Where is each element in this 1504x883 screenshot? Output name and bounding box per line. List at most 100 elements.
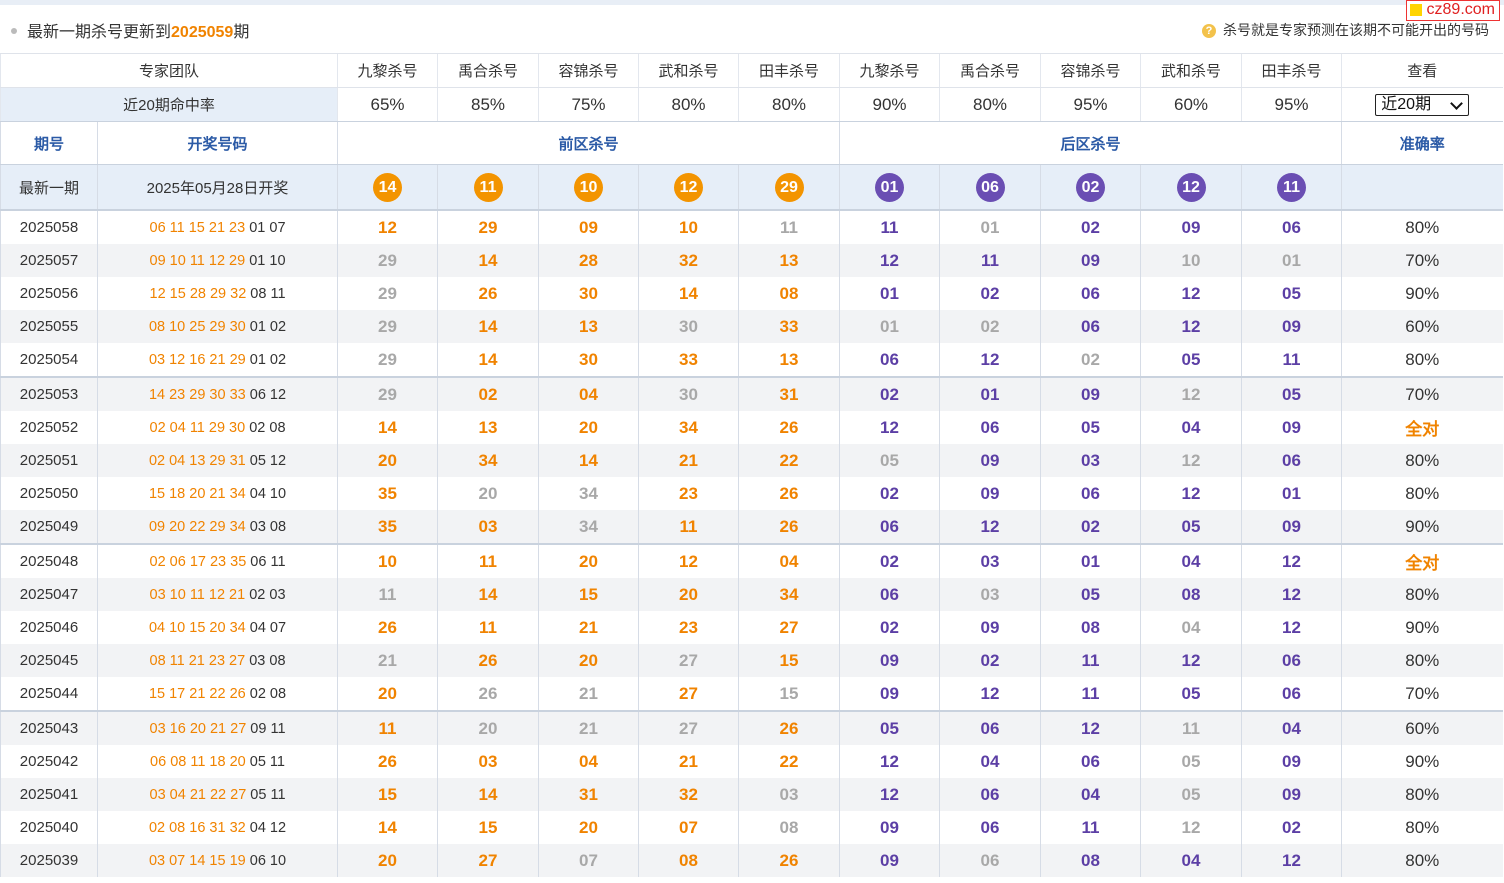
front-kill-number: 27	[738, 611, 840, 644]
back-kill-number: 05	[1241, 277, 1342, 310]
back-kill-number: 05	[1040, 578, 1141, 611]
front-kill-number: 20	[437, 477, 539, 510]
period-cell: 2025049	[0, 510, 98, 544]
expert-team-label: 专家团队	[0, 53, 338, 88]
front-kill-number: 21	[538, 710, 639, 745]
front-kill-number: 13	[437, 411, 539, 444]
front-kill-number: 03	[437, 510, 539, 544]
draw-numbers-cell: 02 08 16 31 32 04 12	[96, 811, 338, 844]
back-kill-number: 12	[839, 411, 940, 444]
period-select[interactable]: 近20期	[1375, 93, 1470, 116]
front-kill-number: 15	[738, 644, 840, 677]
front-kill-number: 14	[437, 244, 539, 277]
front-kill-number: 29	[437, 210, 539, 244]
back-draw-numbers: 04 07	[249, 619, 287, 636]
back-kill-number: 09	[1140, 210, 1242, 244]
front-kill-number: 11	[738, 210, 840, 244]
accuracy-cell: 90%	[1341, 510, 1503, 544]
back-draw-numbers: 03 08	[249, 652, 286, 669]
top-strip	[0, 0, 1504, 5]
front-draw-numbers: 15 17 21 22 26	[148, 685, 246, 702]
period-cell: 2025050	[0, 477, 98, 510]
expert-name: 禹合杀号	[437, 53, 539, 88]
back-draw-numbers: 06 11	[250, 553, 286, 570]
table-row: 2025047 03 10 11 12 21 02 03 11 14 15 20 34 06 0…	[0, 578, 1503, 611]
back-kill-number: 02	[939, 644, 1041, 677]
back-kill-number: 12	[1241, 611, 1342, 644]
front-kill-number: 31	[538, 778, 639, 811]
back-kill-number: 05	[1241, 376, 1342, 411]
update-title: 最新一期杀号更新到2025059期	[27, 24, 250, 41]
period-cell: 2025053	[0, 376, 98, 411]
back-kill-number: 12	[939, 343, 1041, 377]
expert-name: 容锦杀号	[538, 53, 639, 88]
back-draw-numbers: 02 08	[249, 685, 287, 702]
expert-name: 田丰杀号	[1241, 53, 1342, 88]
front-kill-number: 23	[638, 477, 739, 510]
front-draw-numbers: 02 06 17 23 35	[149, 553, 247, 570]
draw-numbers-cell: 08 10 25 29 30 01 02	[96, 310, 338, 343]
back-draw-numbers: 09 11	[250, 720, 286, 737]
site-watermark: cz89.com	[1405, 0, 1500, 21]
table-row: 2025049 09 20 22 29 34 03 08 35 03 34 11 26 06 1…	[0, 510, 1503, 544]
table-row: 2025042 06 08 11 18 20 05 11 26 03 04 21 22 12 0…	[0, 745, 1503, 778]
period-cell: 2025052	[0, 411, 98, 444]
table-row: 2025053 14 23 29 30 33 06 12 29 02 04 30 31 02 0…	[0, 376, 1503, 411]
front-kill-number: 34	[638, 411, 739, 444]
front-kill-number: 30	[538, 343, 639, 377]
back-kill-number: 06	[1241, 677, 1342, 711]
front-kill-number: 20	[538, 644, 639, 677]
front-kill-number: 26	[337, 611, 438, 644]
back-kill-number: 02	[839, 477, 940, 510]
back-kill-number: 05	[839, 444, 940, 477]
draw-numbers-cell: 03 04 21 22 27 05 11	[96, 778, 338, 811]
front-kill-number: 32	[638, 778, 739, 811]
table-row: 2025039 03 07 14 15 19 06 10 20 27 07 08 26 09 0…	[0, 844, 1503, 877]
chevron-down-icon	[1450, 96, 1464, 110]
back-kill-number: 06	[939, 710, 1041, 745]
back-kill-number: 09	[1241, 778, 1342, 811]
table-row: 2025056 12 15 28 29 32 08 11 29 26 30 14 08 01 0…	[0, 277, 1503, 310]
expert-name: 九黎杀号	[839, 53, 940, 88]
front-kill-number: 11	[337, 710, 438, 745]
col-draw-numbers: 开奖号码	[96, 121, 338, 165]
front-kill-number: 14	[337, 811, 438, 844]
front-kill-number: 29	[337, 277, 438, 310]
back-draw-numbers: 02 08	[249, 419, 286, 436]
table-row: 2025057 09 10 11 12 29 01 10 29 14 28 32 13 12 1…	[0, 244, 1503, 277]
back-draw-numbers: 02 03	[249, 586, 286, 603]
period-cell: 2025046	[0, 611, 98, 644]
back-kill-number: 01	[939, 376, 1041, 411]
front-kill-number: 28	[538, 244, 639, 277]
back-kill-number: 12	[1140, 811, 1242, 844]
back-kill-number: 09	[939, 611, 1041, 644]
draw-numbers-cell: 06 11 15 21 23 01 07	[96, 210, 338, 244]
front-kill-number: 02	[437, 376, 539, 411]
front-kill-number: 07	[538, 844, 639, 877]
back-kill-ball-cell: 11	[1241, 164, 1342, 211]
front-draw-numbers: 03 16 20 21 27	[149, 720, 247, 737]
back-kill-number: 01	[939, 210, 1041, 244]
back-kill-number: 02	[939, 277, 1041, 310]
table-row: 2025044 15 17 21 22 26 02 08 20 26 21 27 15 09 1…	[0, 677, 1503, 711]
period-cell: 2025058	[0, 210, 98, 244]
draw-numbers-cell: 08 11 21 23 27 03 08	[96, 644, 338, 677]
table-row: 2025051 02 04 13 29 31 05 12 20 34 14 21 22 05 0…	[0, 444, 1503, 477]
front-kill-number: 11	[337, 578, 438, 611]
table-row: 2025043 03 16 20 21 27 09 11 11 20 21 27 26 05 0…	[0, 710, 1503, 745]
back-draw-numbers: 01 02	[249, 351, 287, 368]
front-kill-number: 21	[538, 611, 639, 644]
front-kill-number: 04	[538, 376, 639, 411]
back-kill-number: 12	[839, 745, 940, 778]
back-kill-number: 12	[1140, 310, 1242, 343]
draw-numbers-cell: 09 10 11 12 29 01 10	[96, 244, 338, 277]
front-kill-number: 03	[738, 778, 840, 811]
back-kill-number: 01	[1241, 477, 1342, 510]
accuracy-cell: 60%	[1341, 310, 1503, 343]
back-kill-number: 02	[839, 543, 940, 578]
back-kill-number: 06	[1040, 745, 1141, 778]
table-row: 2025052 02 04 11 29 30 02 08 14 13 20 34 26 12 0…	[0, 411, 1503, 444]
front-kill-number: 20	[638, 578, 739, 611]
front-kill-number: 08	[738, 811, 840, 844]
table-row: 2025054 03 12 16 21 29 01 02 29 14 30 33 13 06 1…	[0, 343, 1503, 377]
